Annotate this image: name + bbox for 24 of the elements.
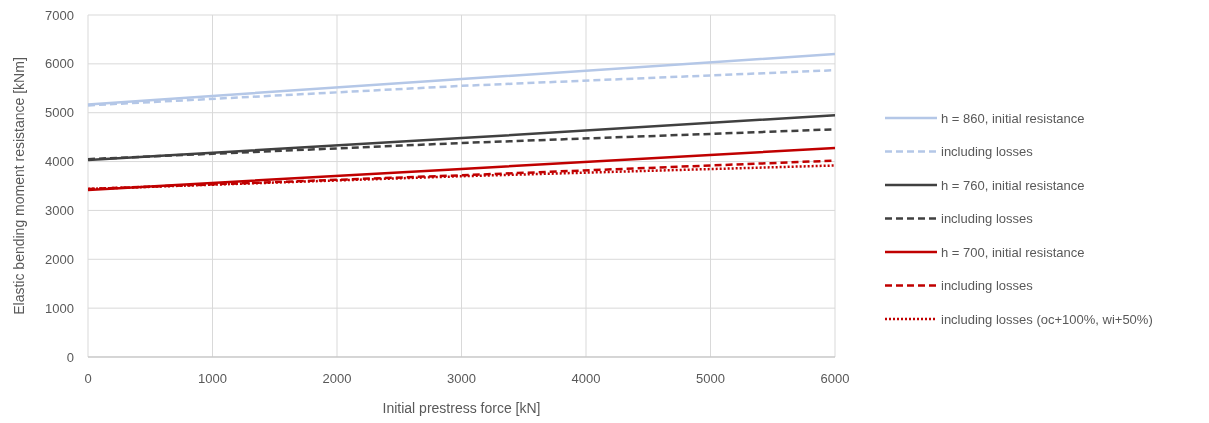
legend-label: h = 860, initial resistance <box>941 110 1085 126</box>
y-tick-label: 1000 <box>45 300 74 316</box>
y-tick-label: 4000 <box>45 154 74 170</box>
x-tick-label: 6000 <box>820 371 850 386</box>
x-axis-title: Initial prestress force [kN] <box>382 400 541 416</box>
x-tick-label: 1000 <box>198 371 227 386</box>
x-tick-label: 0 <box>84 371 92 386</box>
x-tick-label: 4000 <box>571 371 601 386</box>
x-tick-label: 5000 <box>696 371 725 386</box>
y-axis-title: Elastic bending moment resistance [kNm] <box>11 57 27 315</box>
legend-label: h = 760, initial resistance <box>941 177 1085 193</box>
legend-label: including losses <box>941 278 1034 294</box>
y-tick-label: 2000 <box>45 251 74 267</box>
x-tick-label: 3000 <box>447 371 476 386</box>
y-tick-label: 0 <box>66 349 74 365</box>
y-tick-label: 6000 <box>45 56 74 72</box>
y-tick-label: 5000 <box>45 105 74 121</box>
y-tick-label: 3000 <box>45 202 74 218</box>
legend-label: including losses (oc+100%, wi+50%) <box>941 311 1153 327</box>
x-tick-label: 2000 <box>322 371 352 386</box>
legend-label: h = 700, initial resistance <box>941 244 1085 260</box>
y-tick-label: 7000 <box>45 7 74 23</box>
legend-label: including losses <box>941 211 1034 227</box>
legend-label: including losses <box>941 144 1034 160</box>
